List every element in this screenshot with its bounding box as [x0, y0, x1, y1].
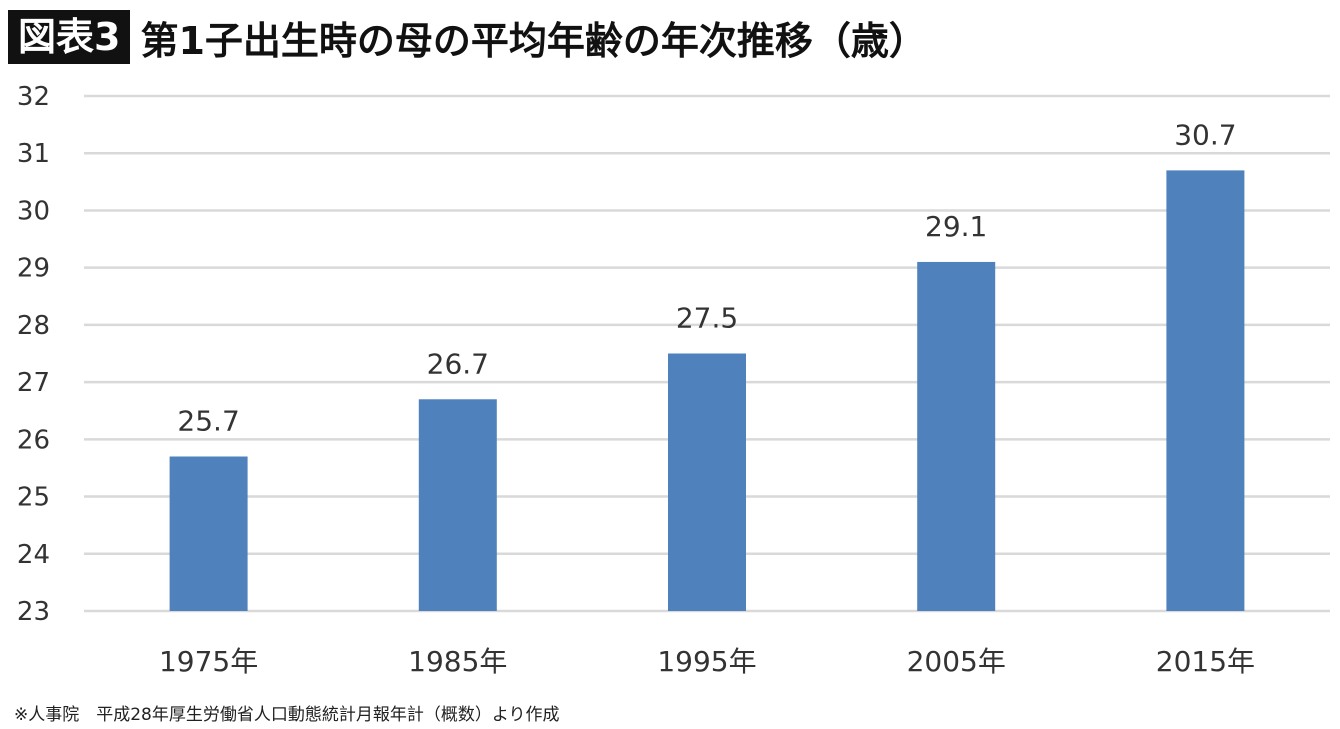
y-tick-label: 28 [17, 311, 50, 341]
y-tick-label: 25 [17, 483, 50, 513]
source-note: ※人事院 平成28年厚生労働省人口動態統計月報年計（概数）より作成 [14, 705, 560, 725]
data-label: 25.7 [177, 405, 239, 438]
data-label: 26.7 [427, 347, 489, 380]
chart-header: 図表3 第1子出生時の母の平均年齢の年次推移（歳） [8, 6, 927, 68]
y-tick-label: 30 [17, 196, 50, 226]
x-tick-label: 2005年 [907, 645, 1006, 678]
y-tick-label: 23 [17, 597, 50, 627]
x-tick-label: 1975年 [159, 645, 258, 678]
chart-title: 第1子出生時の母の平均年齢の年次推移（歳） [140, 18, 927, 63]
x-tick-label: 2015年 [1156, 645, 1255, 678]
y-tick-label: 26 [17, 425, 50, 455]
x-tick-label: 1985年 [408, 645, 507, 678]
bar-chart: 23 24 25 26 27 28 29 30 31 32 25.7 1975年 26.7 1985年 27… [17, 82, 1330, 678]
bar [668, 353, 746, 611]
figure-label: 図表3 [8, 10, 131, 64]
data-label: 29.1 [925, 210, 987, 243]
bar [1166, 170, 1245, 611]
bar [169, 456, 248, 611]
y-tick-label: 29 [17, 254, 50, 284]
x-tick-label: 1995年 [657, 645, 756, 678]
bar [418, 399, 497, 611]
y-tick-label: 24 [17, 540, 50, 570]
y-tick-label: 32 [17, 82, 50, 112]
y-tick-label: 27 [17, 368, 50, 398]
bar [917, 261, 996, 611]
y-tick-label: 31 [17, 139, 50, 169]
data-label: 27.5 [676, 302, 738, 335]
data-label: 30.7 [1174, 118, 1236, 151]
